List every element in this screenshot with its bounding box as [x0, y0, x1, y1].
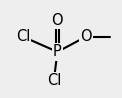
Text: P: P: [53, 44, 62, 59]
Text: Cl: Cl: [16, 29, 30, 44]
Text: O: O: [52, 13, 63, 28]
Text: O: O: [80, 29, 92, 44]
Text: Cl: Cl: [47, 73, 61, 88]
